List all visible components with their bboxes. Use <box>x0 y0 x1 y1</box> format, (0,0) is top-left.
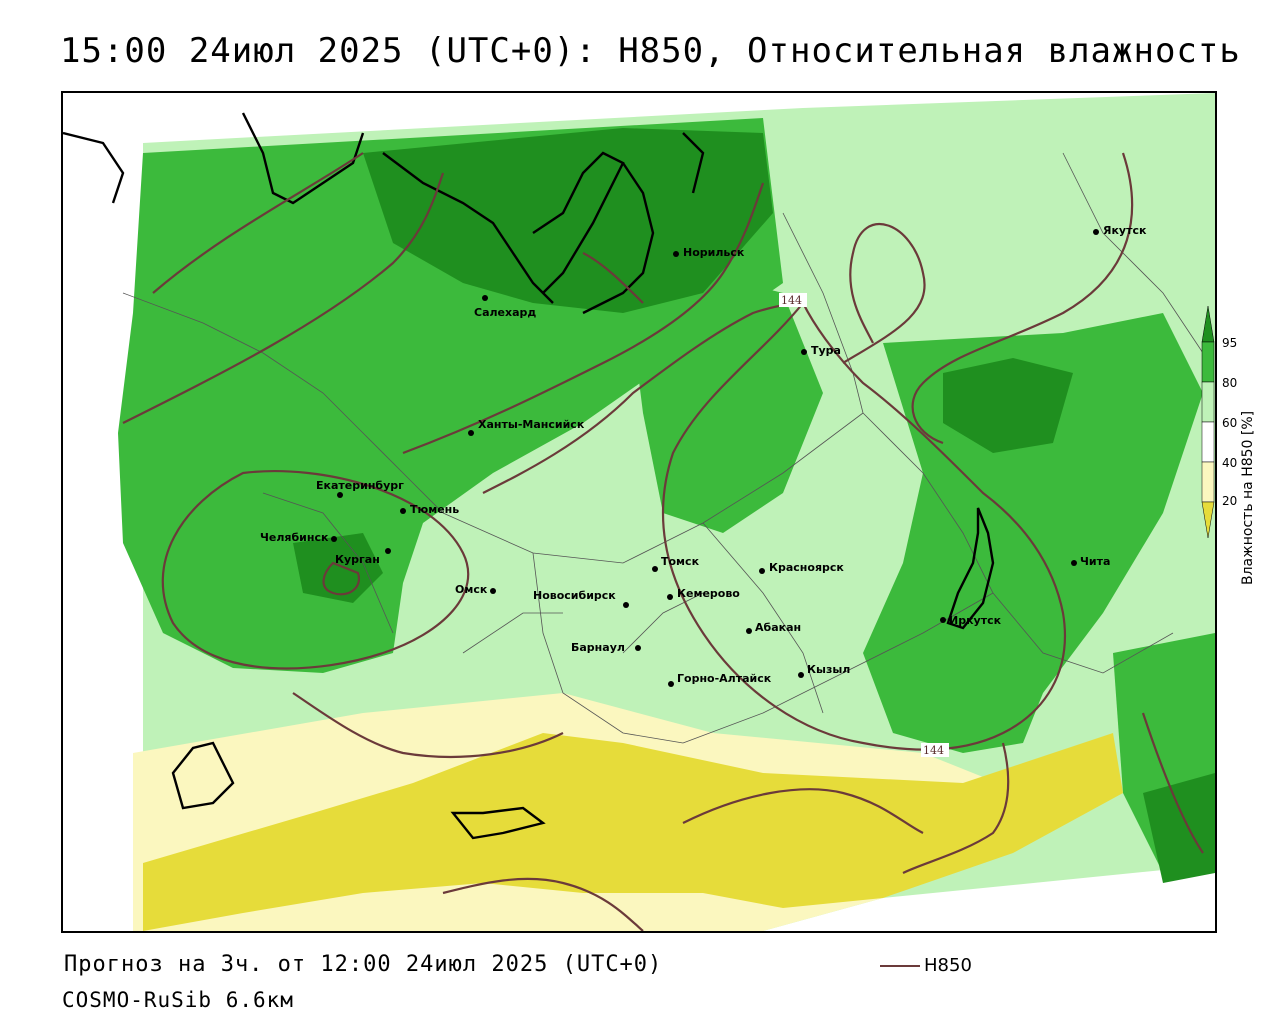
city-novosibirsk[interactable]: Новосибирск <box>533 589 629 608</box>
colorbar-title: Влажность на H850 [%] <box>1240 410 1256 585</box>
isoline-legend-label: H850 <box>924 955 972 976</box>
h850-isolines <box>122 152 1204 931</box>
coastlines <box>63 112 995 840</box>
isoline-label-1: 144 <box>779 293 807 307</box>
humidity-map: 144 144 Якутск Норильск Салехард Тура Ха… <box>63 93 1215 931</box>
svg-text:Иркутск: Иркутск <box>949 614 1002 627</box>
svg-text:Новосибирск: Новосибирск <box>533 589 616 602</box>
city-irkutsk[interactable]: Иркутск <box>940 614 1002 627</box>
colorbar-pale-yellow <box>1201 461 1215 503</box>
city-abakan[interactable]: Абакан <box>746 621 801 634</box>
svg-text:Якутск: Якутск <box>1103 224 1147 237</box>
map-area[interactable]: 144 144 Якутск Норильск Салехард Тура Ха… <box>61 91 1217 933</box>
svg-text:Барнаул: Барнаул <box>571 641 625 654</box>
svg-text:Томск: Томск <box>661 555 700 568</box>
city-khanty-mansiysk[interactable]: Ханты-Мансийск <box>468 418 585 436</box>
svg-text:Абакан: Абакан <box>755 621 801 634</box>
svg-text:Норильск: Норильск <box>683 246 745 259</box>
city-yakutsk[interactable]: Якутск <box>1093 224 1147 237</box>
colorbar-tick-60: 60 <box>1222 416 1238 430</box>
city-kyzyl[interactable]: Кызыл <box>798 663 850 678</box>
city-krasnoyarsk[interactable]: Красноярск <box>759 561 844 574</box>
svg-text:Салехард: Салехард <box>474 306 536 319</box>
city-omsk[interactable]: Омск <box>455 583 496 596</box>
city-kurgan[interactable]: Курган <box>335 548 391 566</box>
city-tura[interactable]: Тура <box>801 344 841 357</box>
region-boundaries <box>122 152 1204 744</box>
colorbar-light-green <box>1201 381 1215 423</box>
svg-text:Курган: Курган <box>335 553 380 566</box>
colorbar-tick-20: 20 <box>1222 494 1238 508</box>
svg-text:144: 144 <box>923 744 944 757</box>
colorbar-tick-95: 95 <box>1222 336 1238 350</box>
svg-text:Красноярск: Красноярск <box>769 561 844 574</box>
city-norilsk[interactable]: Норильск <box>673 246 745 259</box>
svg-text:Омск: Омск <box>455 583 488 596</box>
city-tomsk[interactable]: Томск <box>652 555 700 572</box>
city-chita[interactable]: Чита <box>1071 555 1110 568</box>
city-chelyabinsk[interactable]: Челябинск <box>260 531 337 544</box>
svg-text:144: 144 <box>781 294 802 307</box>
city-gorno-altaysk[interactable]: Горно-Алтайск <box>668 672 772 687</box>
colorbar <box>1201 305 1215 539</box>
colorbar-tick-40: 40 <box>1222 456 1238 470</box>
city-kemerovo[interactable]: Кемерово <box>667 587 740 600</box>
isoline-legend: H850 <box>880 955 972 976</box>
map-title: 15:00 24июл 2025 (UTC+0): H850, Относите… <box>60 31 1241 71</box>
colorbar-white <box>1201 421 1215 463</box>
svg-text:Тура: Тура <box>811 344 841 357</box>
colorbar-green <box>1201 341 1215 383</box>
isoline-legend-swatch <box>880 965 920 967</box>
humidity-zone-dark-green <box>293 128 1215 883</box>
city-yekaterinburg[interactable]: Екатеринбург <box>316 479 404 498</box>
svg-text:Ханты-Мансийск: Ханты-Мансийск <box>478 418 585 431</box>
colorbar-tick-80: 80 <box>1222 376 1238 390</box>
svg-text:Чита: Чита <box>1080 555 1110 568</box>
svg-text:Кемерово: Кемерово <box>677 587 740 600</box>
city-barnaul[interactable]: Барнаул <box>571 641 641 654</box>
city-tyumen[interactable]: Тюмень <box>400 503 459 516</box>
humidity-zone-yellow <box>143 733 1123 931</box>
forecast-info: Прогноз на 3ч. от 12:00 24июл 2025 (UTC+… <box>64 952 663 977</box>
colorbar-dark-green <box>1201 305 1215 343</box>
svg-text:Екатеринбург: Екатеринбург <box>316 479 404 492</box>
isoline-label-2: 144 <box>921 743 949 757</box>
svg-text:Челябинск: Челябинск <box>260 531 329 544</box>
svg-text:Горно-Алтайск: Горно-Алтайск <box>677 672 772 685</box>
svg-text:Кызыл: Кызыл <box>807 663 850 676</box>
model-name: COSMO-RuSib 6.6км <box>62 988 294 1012</box>
city-salekhard[interactable]: Салехард <box>474 295 536 319</box>
colorbar-yellow <box>1201 501 1215 539</box>
svg-text:Тюмень: Тюмень <box>410 503 459 516</box>
